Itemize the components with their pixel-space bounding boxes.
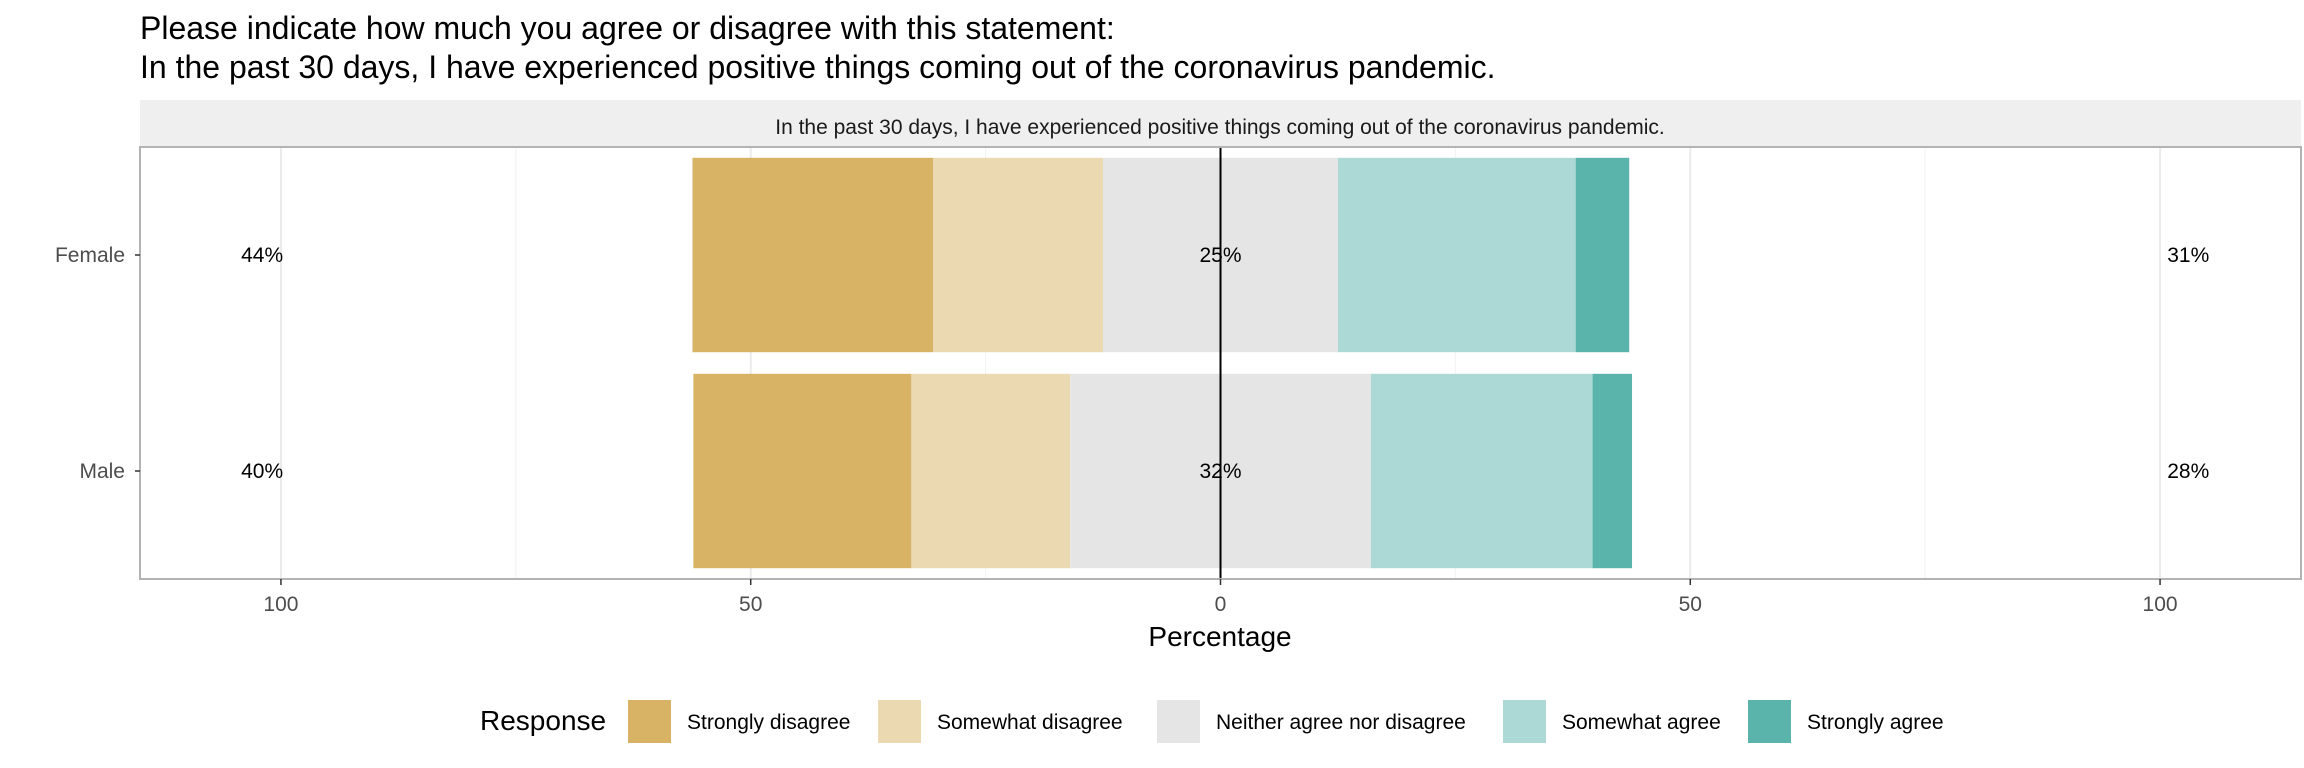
legend-key-neither-agree-nor-disagree	[1157, 700, 1200, 743]
right-percent-label: 31%	[2167, 244, 2209, 267]
facet-strip	[140, 100, 2301, 147]
percent-labels: 44% 25% 31% 40% 32% 28%	[241, 244, 2209, 483]
x-tick-label: 50	[1679, 593, 1702, 616]
legend-label-somewhat-disagree: Somewhat disagree	[937, 711, 1123, 734]
legend-key-strongly-disagree	[628, 700, 671, 743]
legend: Response Strongly disagree Somewhat disag…	[480, 700, 1944, 743]
left-percent-label: 44%	[241, 244, 283, 267]
center-percent-label: 25%	[1199, 244, 1241, 267]
center-percent-label: 32%	[1199, 460, 1241, 483]
legend-key-somewhat-agree	[1503, 700, 1546, 743]
chart-title-line-2: In the past 30 days, I have experienced …	[140, 49, 1495, 85]
bar-male-somewhat-disagree	[911, 373, 1071, 569]
facet-strip-label: In the past 30 days, I have experienced …	[775, 116, 1665, 139]
legend-label-strongly-agree: Strongly agree	[1807, 711, 1944, 734]
x-tick-label: 100	[2143, 593, 2178, 616]
chart-title-line-1: Please indicate how much you agree or di…	[140, 10, 1115, 46]
x-tick-label: 0	[1215, 593, 1227, 616]
legend-label-neither-agree-nor-disagree: Neither agree nor disagree	[1216, 711, 1466, 734]
left-percent-label: 40%	[241, 460, 283, 483]
bar-female-strongly-agree	[1575, 157, 1630, 353]
bar-male-strongly-disagree	[693, 373, 912, 569]
y-axis-label: Male	[79, 460, 125, 483]
legend-title: Response	[480, 705, 606, 736]
y-axis-label: Female	[55, 244, 125, 267]
y-axis-labels: Female Male	[55, 244, 140, 483]
bar-female-strongly-disagree	[692, 157, 933, 353]
x-tick-label: 50	[739, 593, 762, 616]
bar-male-somewhat-agree	[1370, 373, 1593, 569]
x-tick-label: 100	[263, 593, 298, 616]
bar-female-somewhat-agree	[1337, 157, 1576, 353]
right-percent-label: 28%	[2167, 460, 2209, 483]
legend-label-strongly-disagree: Strongly disagree	[687, 711, 850, 734]
legend-label-somewhat-agree: Somewhat agree	[1562, 711, 1721, 734]
bar-male-strongly-agree	[1592, 373, 1633, 569]
legend-key-somewhat-disagree	[878, 700, 921, 743]
bar-female-somewhat-disagree	[932, 157, 1104, 353]
x-axis-title: Percentage	[1148, 621, 1291, 652]
x-axis-ticks: 100 50 0 50 100	[263, 579, 2178, 616]
legend-key-strongly-agree	[1748, 700, 1791, 743]
